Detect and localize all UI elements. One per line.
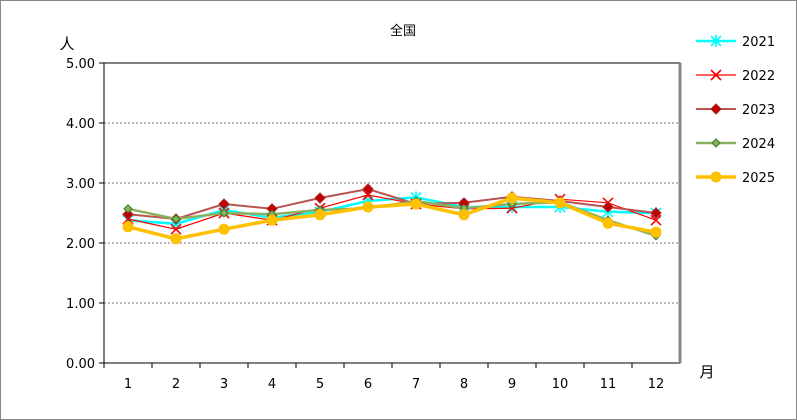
x-tick-label: 7 bbox=[412, 377, 420, 392]
data-point bbox=[554, 197, 566, 209]
y-tick-label: 2.00 bbox=[66, 237, 95, 252]
x-tick-label: 2 bbox=[172, 377, 180, 392]
series-line bbox=[127, 187, 657, 221]
data-point bbox=[266, 214, 278, 226]
data-point bbox=[650, 214, 662, 226]
x-tick-label: 4 bbox=[268, 377, 276, 392]
legend-item-2022: 2022 bbox=[696, 69, 775, 84]
data-point bbox=[219, 208, 229, 218]
legend-label: 2021 bbox=[742, 35, 775, 50]
legend-item-2025: 2025 bbox=[696, 171, 775, 186]
legend-marker bbox=[710, 171, 722, 183]
x-tick-label: 1 bbox=[124, 377, 132, 392]
data-point bbox=[170, 223, 182, 235]
y-tick-label: 3.00 bbox=[66, 177, 95, 192]
data-point bbox=[314, 209, 326, 221]
data-point bbox=[171, 214, 181, 224]
legend-label: 2024 bbox=[742, 137, 775, 152]
y-tick-label: 4.00 bbox=[66, 117, 95, 132]
y-tick-label: 1.00 bbox=[66, 297, 95, 312]
series-line bbox=[127, 196, 657, 241]
legend-marker bbox=[710, 69, 722, 81]
legend-marker bbox=[711, 138, 721, 148]
data-point bbox=[410, 198, 422, 210]
series-2025 bbox=[122, 192, 662, 245]
data-point bbox=[170, 233, 182, 245]
legend-marker bbox=[710, 103, 722, 115]
series-line bbox=[127, 194, 657, 230]
legend-label: 2022 bbox=[742, 69, 775, 84]
data-point bbox=[650, 207, 662, 219]
legend-marker bbox=[710, 35, 722, 47]
x-tick-label: 9 bbox=[508, 377, 516, 392]
data-point bbox=[602, 217, 614, 229]
x-tick-label: 5 bbox=[316, 377, 324, 392]
data-point bbox=[122, 208, 134, 220]
data-point bbox=[506, 192, 518, 204]
data-point bbox=[458, 209, 470, 221]
data-point bbox=[122, 221, 134, 233]
x-tick-label: 6 bbox=[364, 377, 372, 392]
data-point bbox=[362, 183, 374, 195]
data-point bbox=[602, 201, 614, 213]
x-tick-label: 8 bbox=[460, 377, 468, 392]
chart-title: 全国 bbox=[390, 23, 416, 39]
plot-area bbox=[103, 62, 681, 364]
data-point bbox=[362, 201, 374, 213]
x-tick-label: 3 bbox=[220, 377, 228, 392]
y-tick-label: 5.00 bbox=[66, 57, 95, 72]
data-point bbox=[650, 226, 662, 238]
y-tick-label: 0.00 bbox=[66, 357, 95, 372]
x-tick-label: 10 bbox=[552, 377, 569, 392]
data-point bbox=[362, 189, 374, 201]
legend-item-2023: 2023 bbox=[696, 103, 775, 118]
data-point bbox=[123, 204, 133, 214]
legend-label: 2025 bbox=[742, 171, 775, 186]
x-tick-label: 11 bbox=[600, 377, 617, 392]
x-tick-label: 12 bbox=[648, 377, 665, 392]
x-axis-label: 月 bbox=[699, 363, 714, 381]
y-axis-label: 人 bbox=[59, 35, 74, 53]
legend-item-2021: 2021 bbox=[696, 35, 775, 50]
legend-item-2024: 2024 bbox=[696, 137, 775, 152]
legend-label: 2023 bbox=[742, 103, 775, 118]
data-point bbox=[218, 223, 230, 235]
data-point bbox=[314, 192, 326, 204]
